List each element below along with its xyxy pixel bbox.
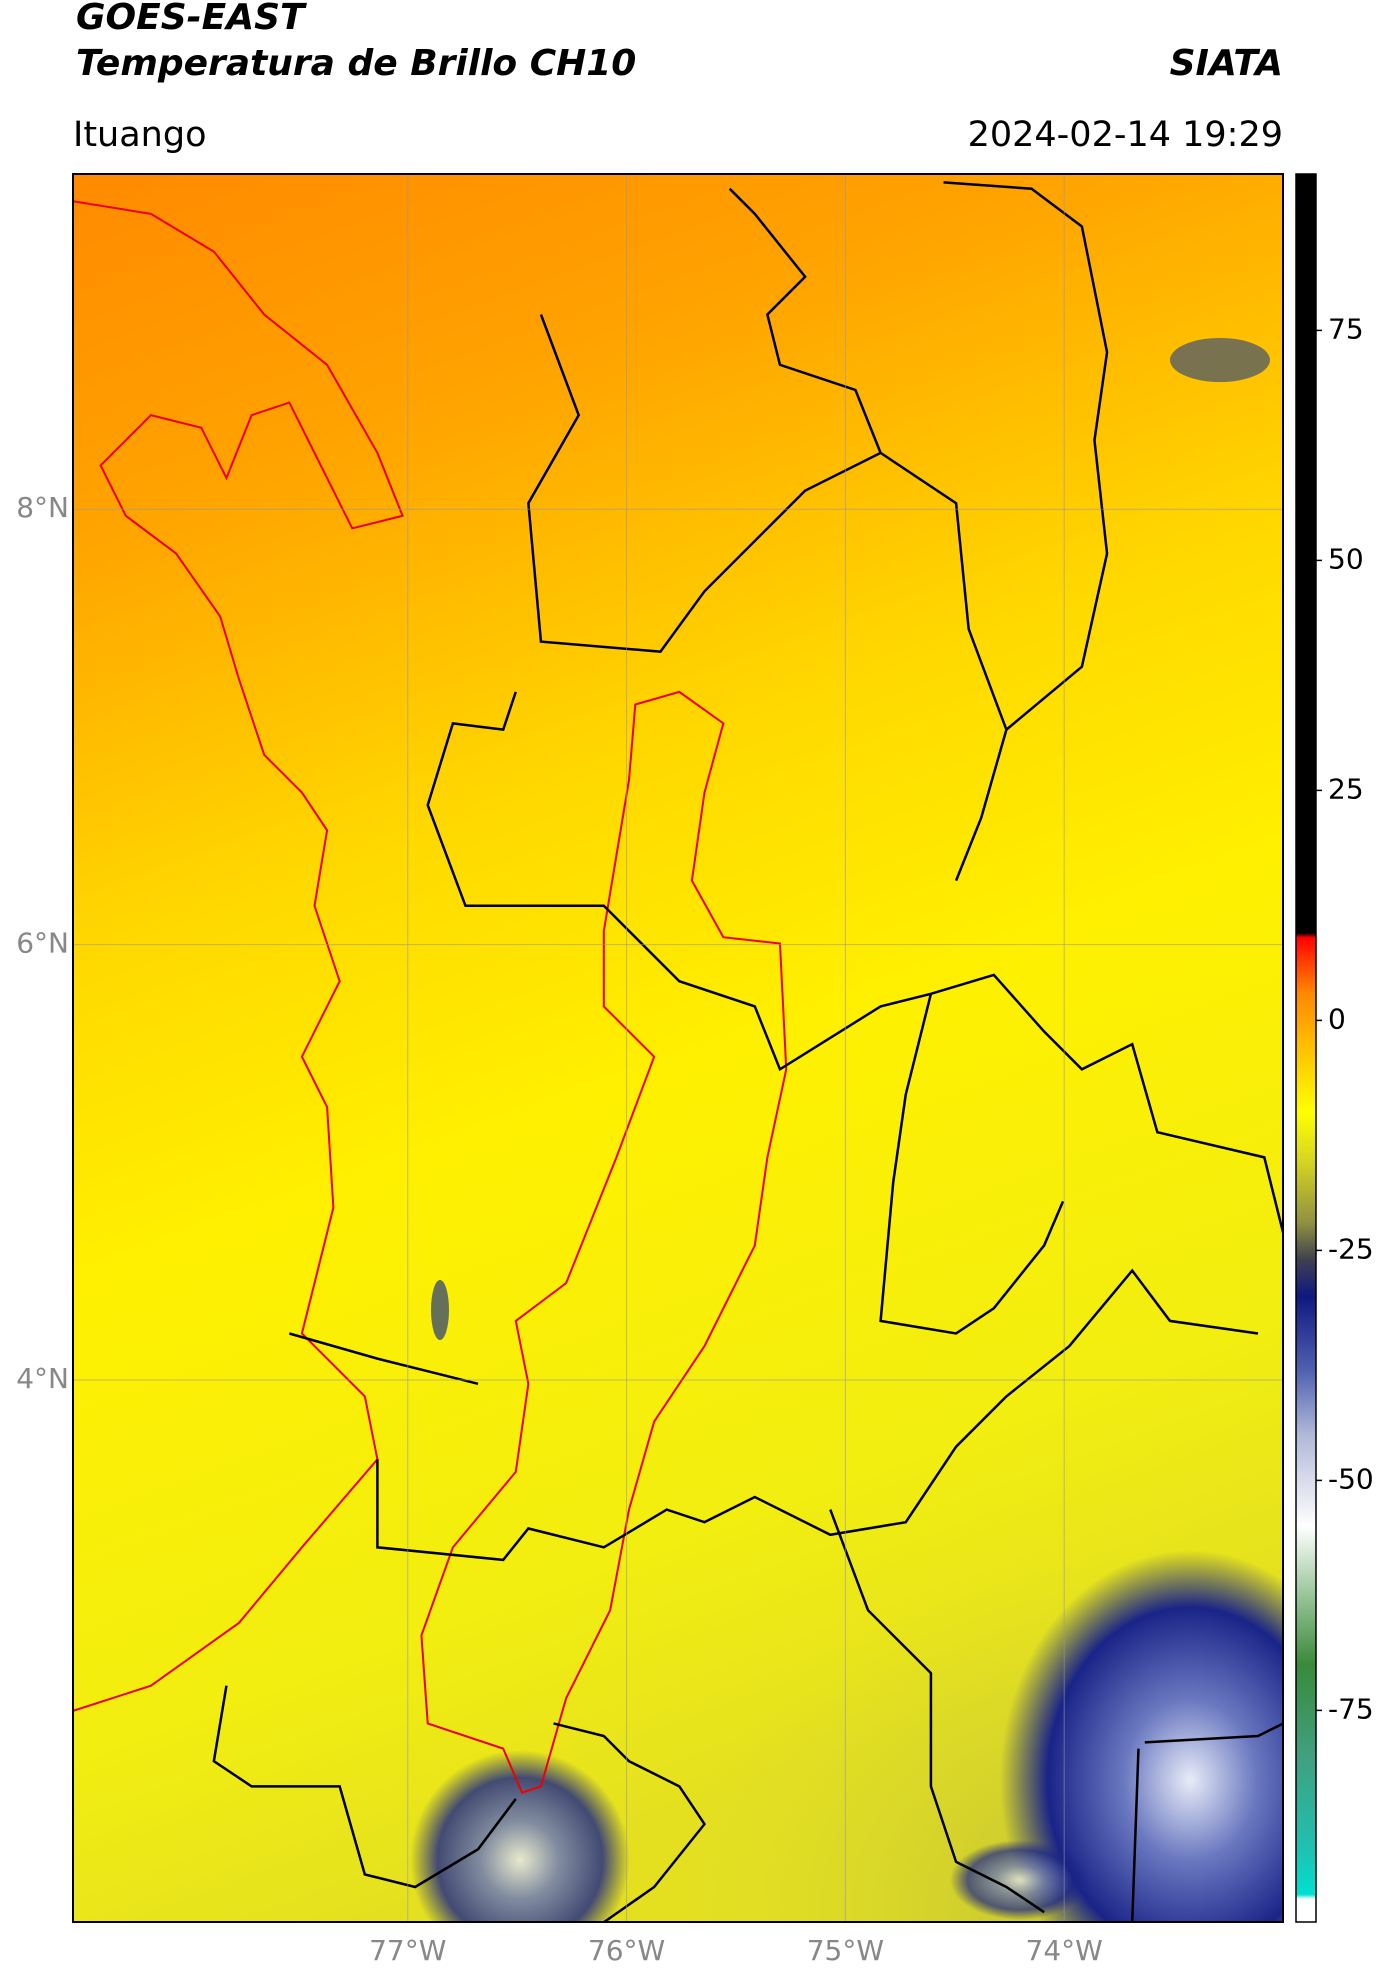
colorbar (1295, 173, 1317, 1923)
region-outline (420, 690, 788, 1794)
colorbar-tick-label: 75 (1328, 312, 1364, 345)
cloud (410, 1750, 630, 1922)
y-tick-label: 6°N (16, 927, 69, 960)
map-frame (72, 173, 1284, 1923)
y-tick-label: 8°N (16, 491, 69, 524)
colorbar-tick-label: 25 (1328, 772, 1364, 805)
location: Ituango (73, 115, 207, 155)
cloud (1000, 1550, 1283, 1922)
cloud (950, 1840, 1090, 1920)
y-tick-label: 4°N (16, 1362, 69, 1395)
coastline (73, 200, 404, 1712)
colorbar-tick-label: -75 (1328, 1692, 1374, 1725)
colorbar-tick-label: -25 (1328, 1232, 1374, 1265)
cloud (1170, 338, 1270, 382)
cloud (431, 1280, 449, 1340)
subtitle: Temperatura de Brillo CH10 (76, 43, 636, 84)
datetime: 2024-02-14 19:29 (968, 115, 1283, 155)
title: GOES-EAST (76, 0, 307, 38)
colorbar-tick-label: 50 (1328, 542, 1364, 575)
x-tick-label: 74°W (1026, 1934, 1103, 1967)
x-tick-label: 76°W (588, 1934, 665, 1967)
colorbar-tick-label: -50 (1328, 1462, 1374, 1495)
map (73, 174, 1283, 1922)
boundaries (73, 181, 1283, 1922)
x-tick-label: 75°W (807, 1934, 884, 1967)
department-boundary (212, 181, 1283, 1922)
source: SIATA (1170, 43, 1283, 84)
colorbar-tick-label: 0 (1328, 1002, 1346, 1035)
x-tick-label: 77°W (369, 1934, 446, 1967)
